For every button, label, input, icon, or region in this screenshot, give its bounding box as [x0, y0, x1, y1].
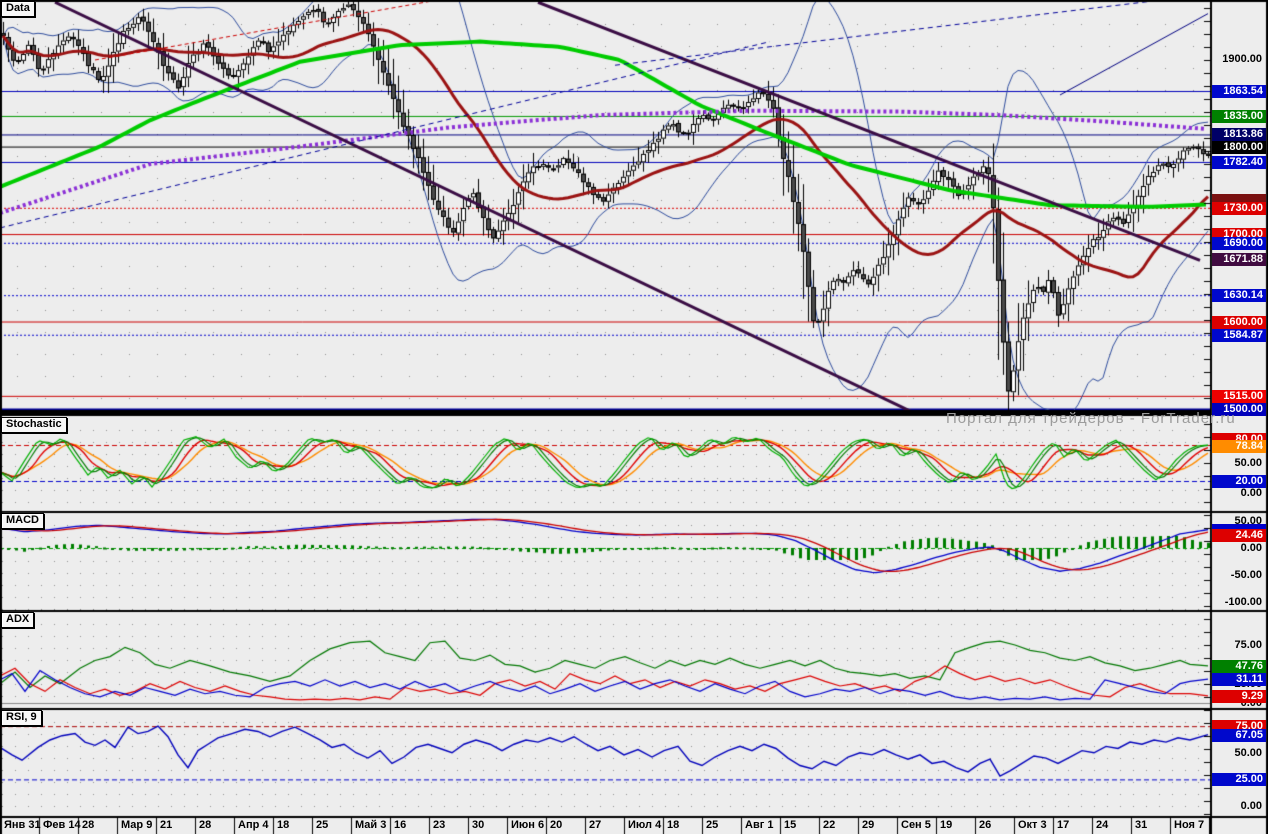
price-badge: 1813.86 — [1212, 128, 1266, 141]
date-label: 22 — [823, 819, 836, 831]
price-badge: 1782.40 — [1212, 156, 1266, 169]
date-label: 20 — [550, 819, 563, 831]
watermark: Портал для трейдеров - ForTrader.ru — [946, 410, 1236, 427]
price-label: 0.00 — [1240, 800, 1262, 812]
date-label: 27 — [589, 819, 602, 831]
price-badge: 78.84 — [1212, 440, 1266, 453]
date-label: Окт 3 — [1018, 819, 1047, 831]
price-badge: 1800.00 — [1212, 141, 1266, 154]
date-label: 18 — [277, 819, 290, 831]
date-label: 25 — [706, 819, 719, 831]
price-label: 0.00 — [1240, 542, 1262, 554]
price-label: 0.00 — [1240, 487, 1262, 499]
date-label: 18 — [667, 819, 680, 831]
date-label: 21 — [160, 819, 173, 831]
panel-button-stochastic[interactable]: Stochastic — [1, 417, 67, 433]
panel-button-data[interactable]: Data — [1, 1, 35, 17]
date-label: Фев 14 — [43, 819, 81, 831]
date-label: 25 — [316, 819, 329, 831]
date-label: 30 — [472, 819, 485, 831]
date-label: 31 — [1135, 819, 1148, 831]
panel-button-macd[interactable]: MACD — [1, 513, 44, 529]
date-label: Мар 9 — [121, 819, 153, 831]
price-badge: 1835.00 — [1212, 110, 1266, 123]
price-label: 1900.00 — [1222, 53, 1262, 65]
date-label: 19 — [940, 819, 953, 831]
date-label: 26 — [979, 819, 992, 831]
date-label: Июл 4 — [628, 819, 662, 831]
price-badge: 1690.00 — [1212, 237, 1266, 250]
date-label: 29 — [862, 819, 875, 831]
date-label: 24 — [1096, 819, 1109, 831]
date-label: Янв 31 — [4, 819, 41, 831]
price-badge: 67.05 — [1212, 729, 1266, 742]
date-label: Ноя 7 — [1174, 819, 1205, 831]
price-label: -100.00 — [1224, 596, 1262, 608]
price-badge: 9.29 — [1212, 690, 1266, 703]
date-label: Авг 1 — [745, 819, 774, 831]
date-label: 23 — [433, 819, 446, 831]
price-badge: 1600.00 — [1212, 316, 1266, 329]
price-badge: 1500.00 — [1212, 403, 1266, 416]
panel-button-adx[interactable]: ADX — [1, 612, 35, 628]
date-label: 17 — [1057, 819, 1070, 831]
date-label: 28 — [199, 819, 212, 831]
price-badge: 20.00 — [1212, 475, 1266, 488]
date-label: Апр 4 — [238, 819, 269, 831]
price-label: -50.00 — [1230, 569, 1262, 581]
date-label: Май 3 — [355, 819, 387, 831]
date-label: 16 — [394, 819, 407, 831]
price-label: 50.00 — [1234, 747, 1262, 759]
date-label: Сен 5 — [901, 819, 931, 831]
price-badge: 1730.00 — [1212, 202, 1266, 215]
price-badge: 31.11 — [1212, 673, 1266, 686]
price-badge: 1584.87 — [1212, 329, 1266, 342]
price-badge: 1863.54 — [1212, 85, 1266, 98]
price-badge: 1630.14 — [1212, 289, 1266, 302]
price-badge: 24.46 — [1212, 529, 1266, 542]
price-label: 75.00 — [1234, 639, 1262, 651]
date-label: 15 — [784, 819, 797, 831]
date-label: 28 — [82, 819, 95, 831]
price-badge: 1671.88 — [1212, 253, 1266, 266]
price-badge: 1515.00 — [1212, 390, 1266, 403]
panel-button-rsi[interactable]: RSI, 9 — [1, 710, 42, 726]
price-badge: 47.76 — [1212, 660, 1266, 673]
price-badge: 25.00 — [1212, 773, 1266, 786]
date-label: Июн 6 — [511, 819, 545, 831]
price-label: 50.00 — [1234, 457, 1262, 469]
